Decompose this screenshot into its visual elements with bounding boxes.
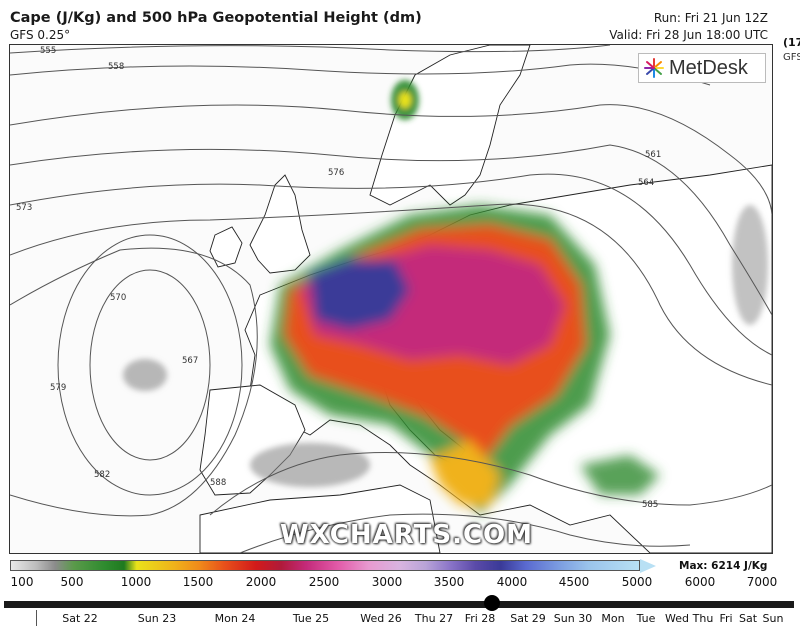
timeline-day[interactable]: Sat 22 xyxy=(62,612,98,625)
contour-labels: 555 558 561 564 567 570 573 576 579 582 … xyxy=(16,46,661,510)
colorbar-tick: 1500 xyxy=(182,575,214,589)
run-time: Run: Fri 21 Jun 12Z xyxy=(653,11,768,25)
colorbar-tick: 6000 xyxy=(684,575,716,589)
timeline-day[interactable]: Wed 26 xyxy=(360,612,402,625)
map-canvas: 555 558 561 564 567 570 573 576 579 582 … xyxy=(10,45,772,553)
colorbar-tick: 5000 xyxy=(621,575,653,589)
cape-low-patches xyxy=(123,80,768,487)
colorbar-tick: 2500 xyxy=(308,575,340,589)
contour-label: 567 xyxy=(182,356,198,366)
metdesk-logo: MetDesk xyxy=(638,53,766,83)
timeline-day[interactable]: Sun xyxy=(762,612,784,625)
clipped-panel-model: GFS xyxy=(783,52,800,63)
timeline-day[interactable]: Thu xyxy=(692,612,714,625)
contour-label: 561 xyxy=(645,150,661,160)
weather-map[interactable]: 555 558 561 564 567 570 573 576 579 582 … xyxy=(9,44,773,554)
colorbar-tick: 2000 xyxy=(245,575,277,589)
timeline-day[interactable]: Wed xyxy=(665,612,689,625)
timeline-day[interactable]: Tue xyxy=(636,612,656,625)
header: Cape (J/Kg) and 500 hPa Geopotential Hei… xyxy=(0,0,800,48)
watermark: WXCHARTS.COM xyxy=(280,520,534,550)
colorbar xyxy=(10,560,640,571)
cape-field xyxy=(270,205,660,515)
contour-label: 585 xyxy=(642,500,658,510)
colorbar-tick: 3000 xyxy=(371,575,403,589)
valid-time: Valid: Fri 28 Jun 18:00 UTC xyxy=(609,28,768,42)
timeline-day[interactable]: Sat xyxy=(738,612,758,625)
colorbar-tick: 4500 xyxy=(558,575,590,589)
contour-label: 564 xyxy=(638,178,654,188)
colorbar-arrow-icon xyxy=(640,559,656,573)
logo-text: MetDesk xyxy=(669,56,748,79)
model-label: GFS 0.25° xyxy=(10,28,71,42)
colorbar-tick: 3500 xyxy=(433,575,465,589)
colorbar-tick: 4000 xyxy=(496,575,528,589)
metdesk-star-icon xyxy=(644,58,664,78)
timeline-day[interactable]: Thu 27 xyxy=(414,612,454,625)
map-title: Cape (J/Kg) and 500 hPa Geopotential Hei… xyxy=(10,10,422,26)
colorbar-tick: 7000 xyxy=(746,575,778,589)
timeline-track[interactable] xyxy=(4,601,794,608)
timeline-day[interactable]: Tue 25 xyxy=(292,612,330,625)
timeline-day[interactable]: Sun 23 xyxy=(137,612,177,625)
geopotential-contours xyxy=(10,45,772,553)
clipped-panel-label: (17 xyxy=(783,36,800,49)
contour-label: 573 xyxy=(16,203,32,213)
timeline-day[interactable]: Mon xyxy=(601,612,625,625)
timeline-day[interactable]: Sun 30 xyxy=(553,612,593,625)
contour-label: 582 xyxy=(94,470,110,480)
timeline-day[interactable]: Sat 29 xyxy=(510,612,546,625)
colorbar-tick: 1000 xyxy=(120,575,152,589)
colorbar-max: Max: 6214 J/Kg xyxy=(679,560,768,572)
timeline-day[interactable]: Mon 24 xyxy=(214,612,256,625)
contour-label: 579 xyxy=(50,383,66,393)
timeline-handle[interactable] xyxy=(484,595,500,611)
contour-label: 576 xyxy=(328,168,344,178)
contour-label: 555 xyxy=(40,46,56,56)
colorbar-tick: 100 xyxy=(10,575,34,589)
timeline-day-selected[interactable]: Fri 28 xyxy=(464,612,496,625)
timeline-day[interactable]: Fri xyxy=(719,612,733,625)
contour-label: 558 xyxy=(108,62,124,72)
contour-label: 588 xyxy=(210,478,226,488)
contour-label: 570 xyxy=(110,293,126,303)
timeline-divider xyxy=(36,610,37,626)
colorbar-tick: 500 xyxy=(60,575,84,589)
